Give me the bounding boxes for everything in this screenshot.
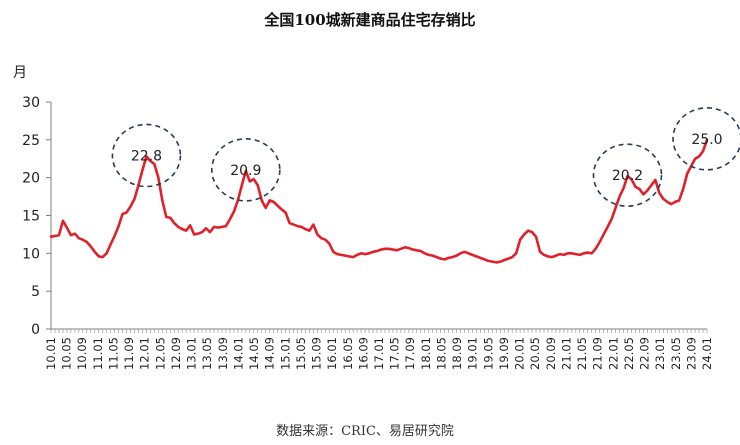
x-tick-label: 18.09: [450, 337, 464, 370]
x-tick-label: 17.01: [372, 337, 386, 370]
x-tick-label: 15.09: [310, 337, 324, 370]
x-tick-label: 22.09: [638, 337, 652, 370]
x-tick-label: 12.05: [153, 337, 167, 370]
callout-value-label: 25.0: [691, 132, 722, 148]
y-tick-label: 15: [22, 209, 40, 225]
x-tick-label: 21.09: [591, 337, 605, 370]
x-tick-label: 12.01: [138, 337, 152, 370]
x-tick-label: 23.01: [653, 337, 667, 370]
series-line: [49, 138, 709, 264]
y-tick-label: 10: [22, 246, 40, 262]
x-tick-label: 14.09: [263, 337, 277, 370]
x-tick-label: 13.05: [200, 337, 214, 370]
callout-value-label: 20.2: [612, 168, 643, 184]
x-tick-label: 23.09: [684, 337, 698, 370]
x-axis: 10.01 10.05 10.09 11.01 11.05 11.09 12.01 12.05…: [44, 328, 714, 370]
x-tick-label: 16.09: [356, 337, 370, 370]
x-tick-label: 14.05: [247, 337, 261, 370]
x-tick-label: 19.05: [481, 337, 495, 370]
data-source-note: 数据来源：CRIC、易居研究院: [276, 424, 454, 439]
x-tick-label: 20.01: [513, 337, 527, 370]
callout-value-label: 20.9: [230, 163, 261, 179]
x-tick-label: 11.05: [106, 337, 120, 370]
y-axis-unit-label: 月: [13, 65, 27, 81]
x-tick-label: 10.09: [75, 337, 89, 370]
y-tick-label: 25: [22, 133, 40, 149]
x-tick-label: 17.09: [403, 337, 417, 370]
x-tick-label: 11.09: [122, 337, 136, 370]
x-tick-label: 13.01: [185, 337, 199, 370]
x-tick-label: 18.05: [434, 337, 448, 370]
x-tick-label: 22.01: [606, 337, 620, 370]
x-tick-label: 17.05: [388, 337, 402, 370]
x-tick-label: 19.09: [497, 337, 511, 370]
x-tick-label: 14.01: [231, 337, 245, 370]
x-tick-label: 21.01: [559, 337, 573, 370]
callout-circle: [111, 123, 182, 188]
y-axis: 0 5 10 15 20 25 30: [22, 95, 52, 338]
y-tick-label: 5: [31, 284, 40, 300]
peak-callouts: 22.8 20.9 20.2 25.0: [111, 107, 740, 207]
x-tick-label: 10.01: [44, 337, 58, 370]
y-tick-label: 30: [22, 95, 40, 111]
x-tick-label: 10.05: [60, 337, 74, 370]
y-tick-label: 0: [31, 322, 40, 338]
x-tick-label: 24.01: [700, 337, 714, 370]
x-tick-label: 16.01: [325, 337, 339, 370]
x-tick-label: 13.09: [216, 337, 230, 370]
x-tick-label: 12.09: [169, 337, 183, 370]
x-tick-label: 23.05: [669, 337, 683, 370]
x-tick-label: 20.05: [528, 337, 542, 370]
x-tick-label: 20.09: [544, 337, 558, 370]
x-tick-label: 15.01: [278, 337, 292, 370]
x-tick-label: 16.05: [341, 337, 355, 370]
callout-circle: [672, 107, 740, 171]
callout-circle: [211, 138, 281, 202]
y-tick-label: 20: [22, 171, 40, 187]
x-tick-label: 11.01: [91, 337, 105, 370]
x-tick-label: 19.01: [466, 337, 480, 370]
callout-circle: [592, 143, 663, 207]
x-tick-label: 15.05: [294, 337, 308, 370]
x-tick-label: 21.05: [575, 337, 589, 370]
x-tick-label: 18.01: [419, 337, 433, 370]
chart-title: 全国100城新建商品住宅存销比: [263, 11, 475, 29]
x-tick-label: 22.05: [622, 337, 636, 370]
callout-value-label: 22.8: [131, 148, 162, 164]
